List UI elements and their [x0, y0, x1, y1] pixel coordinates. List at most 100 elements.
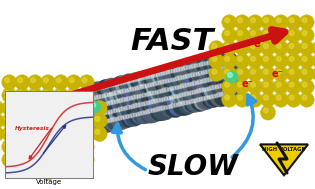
- Circle shape: [212, 63, 228, 79]
- Circle shape: [209, 66, 224, 81]
- Circle shape: [123, 115, 127, 119]
- Circle shape: [112, 111, 131, 130]
- Circle shape: [15, 75, 30, 90]
- Circle shape: [214, 71, 230, 87]
- Circle shape: [289, 18, 294, 23]
- Circle shape: [105, 84, 109, 88]
- Circle shape: [286, 53, 301, 68]
- Circle shape: [276, 44, 281, 48]
- Circle shape: [143, 75, 147, 79]
- Circle shape: [195, 90, 198, 94]
- Circle shape: [91, 108, 108, 125]
- Circle shape: [89, 91, 107, 109]
- Circle shape: [91, 89, 110, 108]
- Circle shape: [218, 78, 235, 96]
- Circle shape: [204, 64, 220, 81]
- Circle shape: [96, 113, 100, 117]
- Circle shape: [200, 57, 216, 73]
- Circle shape: [222, 79, 237, 94]
- Circle shape: [82, 78, 87, 83]
- Circle shape: [43, 78, 48, 83]
- Circle shape: [276, 18, 281, 23]
- Circle shape: [261, 66, 276, 81]
- Circle shape: [261, 28, 276, 43]
- Circle shape: [28, 114, 43, 129]
- Circle shape: [160, 89, 163, 93]
- Circle shape: [215, 85, 219, 89]
- Circle shape: [220, 59, 240, 79]
- Circle shape: [207, 80, 226, 99]
- Circle shape: [276, 69, 281, 74]
- Circle shape: [159, 101, 176, 118]
- Circle shape: [221, 91, 226, 96]
- Circle shape: [5, 91, 9, 95]
- Circle shape: [117, 91, 121, 94]
- Circle shape: [153, 73, 157, 77]
- Circle shape: [31, 116, 35, 121]
- Circle shape: [159, 92, 177, 110]
- Circle shape: [89, 97, 93, 101]
- Circle shape: [129, 105, 132, 109]
- Circle shape: [131, 104, 135, 108]
- Circle shape: [151, 74, 155, 78]
- Circle shape: [69, 155, 74, 160]
- Circle shape: [182, 96, 198, 112]
- Circle shape: [264, 57, 268, 61]
- Circle shape: [215, 94, 218, 98]
- Circle shape: [69, 142, 74, 147]
- Circle shape: [238, 31, 243, 36]
- Circle shape: [107, 93, 111, 97]
- Circle shape: [99, 94, 103, 98]
- Circle shape: [106, 101, 110, 105]
- Circle shape: [126, 105, 130, 110]
- Circle shape: [215, 76, 219, 80]
- Circle shape: [194, 57, 212, 75]
- Circle shape: [302, 44, 307, 48]
- Circle shape: [251, 44, 255, 48]
- Circle shape: [248, 92, 263, 107]
- Circle shape: [129, 90, 147, 108]
- Circle shape: [192, 81, 197, 85]
- Circle shape: [113, 83, 117, 87]
- Circle shape: [15, 114, 30, 129]
- Circle shape: [31, 129, 35, 134]
- Circle shape: [132, 90, 149, 107]
- Circle shape: [222, 83, 226, 87]
- Circle shape: [207, 87, 211, 91]
- Circle shape: [101, 96, 119, 115]
- Circle shape: [92, 126, 107, 141]
- Circle shape: [202, 91, 219, 108]
- Circle shape: [95, 129, 100, 134]
- Circle shape: [251, 82, 255, 87]
- Circle shape: [135, 106, 154, 124]
- Circle shape: [128, 79, 132, 83]
- Circle shape: [200, 83, 217, 100]
- Circle shape: [184, 60, 201, 77]
- Circle shape: [113, 109, 117, 112]
- Circle shape: [212, 69, 217, 74]
- Circle shape: [182, 87, 199, 104]
- Circle shape: [2, 75, 17, 90]
- Circle shape: [217, 68, 237, 88]
- Circle shape: [197, 83, 215, 101]
- Circle shape: [119, 90, 123, 94]
- Text: HIGH VOLTAGE: HIGH VOLTAGE: [262, 147, 306, 152]
- Text: Hysteresis: Hysteresis: [15, 126, 50, 131]
- Circle shape: [273, 28, 289, 43]
- Circle shape: [140, 111, 145, 115]
- Circle shape: [289, 31, 294, 36]
- Circle shape: [135, 70, 154, 90]
- Circle shape: [118, 107, 122, 111]
- Circle shape: [211, 59, 215, 63]
- Circle shape: [129, 109, 145, 125]
- Circle shape: [206, 64, 224, 81]
- Circle shape: [18, 78, 22, 83]
- Circle shape: [222, 53, 237, 68]
- Circle shape: [145, 93, 148, 97]
- Circle shape: [224, 56, 228, 60]
- Circle shape: [192, 66, 212, 85]
- Circle shape: [143, 69, 161, 87]
- Circle shape: [172, 70, 192, 90]
- Circle shape: [92, 101, 107, 116]
- Circle shape: [43, 142, 48, 147]
